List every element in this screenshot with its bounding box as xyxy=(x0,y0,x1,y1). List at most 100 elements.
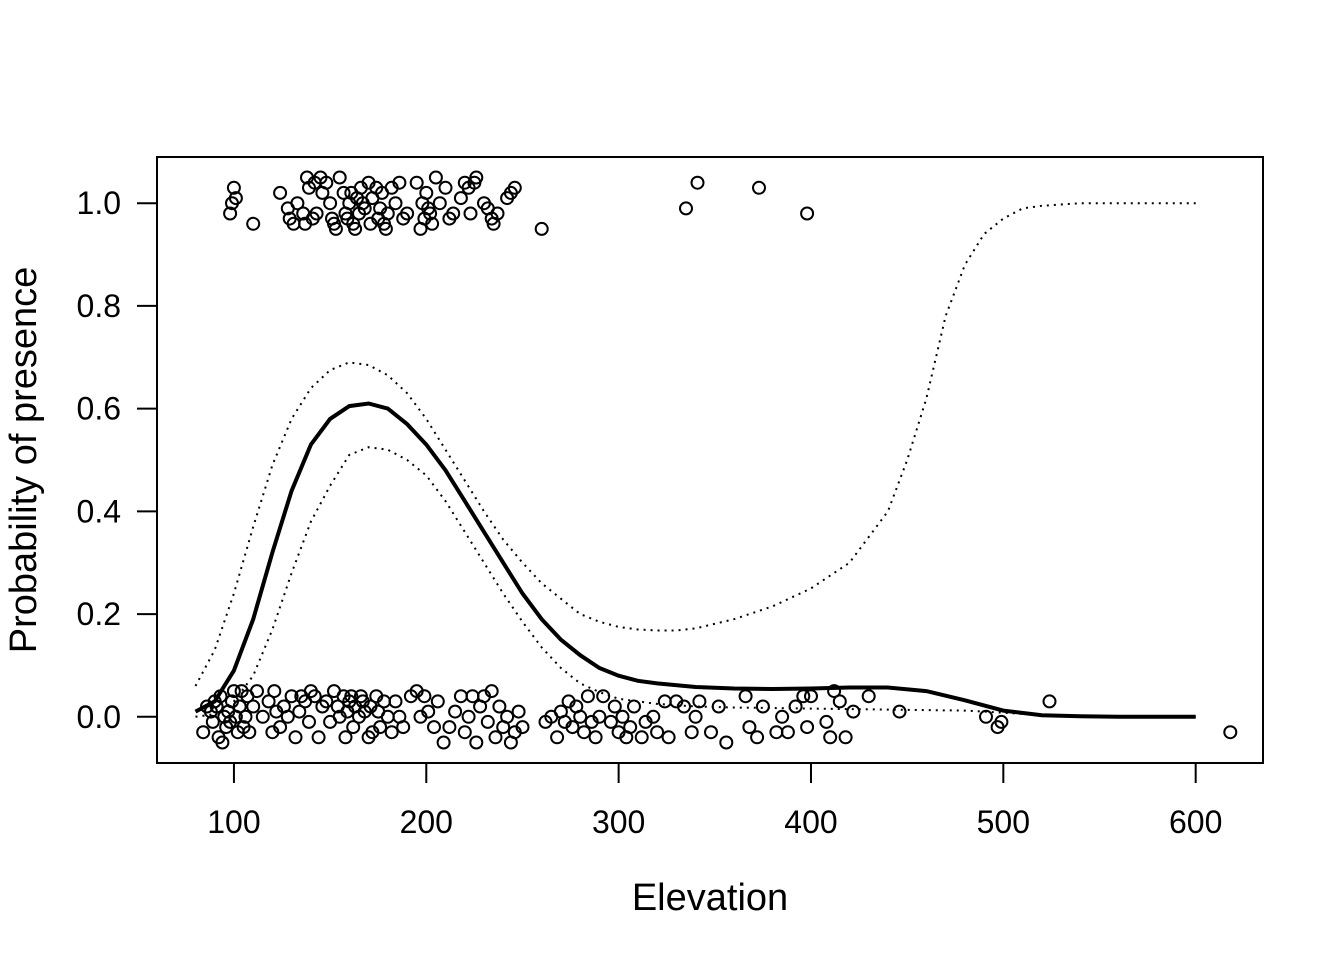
x-tick-label: 400 xyxy=(784,804,837,840)
data-point xyxy=(319,175,334,190)
data-point xyxy=(373,720,388,735)
data-point xyxy=(292,704,307,719)
x-tick-label: 200 xyxy=(400,804,453,840)
data-point xyxy=(490,206,505,221)
data-point xyxy=(488,730,503,745)
data-point xyxy=(832,694,847,709)
data-point xyxy=(511,704,526,719)
data-point xyxy=(453,191,468,206)
data-point xyxy=(290,196,305,211)
y-tick-label: 0.0 xyxy=(77,699,121,735)
data-point xyxy=(580,689,595,704)
data-point xyxy=(302,714,316,729)
data-point xyxy=(679,201,693,216)
data-point xyxy=(311,730,326,745)
data-point xyxy=(338,730,353,745)
x-tick-label: 300 xyxy=(592,804,645,840)
data-point xyxy=(388,694,403,709)
y-tick-label: 1.0 xyxy=(77,185,121,221)
data-point xyxy=(484,684,499,699)
y-tick-label: 0.8 xyxy=(77,288,121,324)
data-point xyxy=(336,185,351,200)
data-point xyxy=(423,206,438,221)
data-point xyxy=(246,699,261,714)
data-point xyxy=(827,684,842,699)
y-axis: 0.0 0.2 0.4 0.6 0.8 1.0 xyxy=(77,185,158,735)
data-point xyxy=(769,725,784,740)
data-point xyxy=(800,206,815,221)
data-point xyxy=(750,730,765,745)
data-point xyxy=(267,684,282,699)
data-point xyxy=(780,725,795,740)
data-point xyxy=(742,720,757,735)
data-point xyxy=(550,730,565,745)
data-point xyxy=(661,730,676,745)
data-point xyxy=(650,725,665,740)
data-point xyxy=(457,725,472,740)
data-point xyxy=(409,175,424,190)
data-point xyxy=(463,206,478,221)
data-point xyxy=(226,180,241,195)
data-point xyxy=(226,684,241,699)
data-point xyxy=(657,694,672,709)
data-point xyxy=(711,699,726,714)
data-point xyxy=(788,699,803,714)
data-point xyxy=(417,689,432,704)
data-point xyxy=(273,185,288,200)
data-point xyxy=(284,689,299,704)
data-point xyxy=(615,709,630,724)
data-point xyxy=(223,206,238,221)
data-point xyxy=(800,720,815,735)
data-point xyxy=(646,709,661,724)
data-point xyxy=(280,709,295,724)
data-point xyxy=(592,709,607,724)
data-point xyxy=(332,170,347,185)
data-point xyxy=(232,699,247,714)
data-point xyxy=(500,709,515,724)
data-point xyxy=(378,221,393,236)
data-point xyxy=(603,714,618,729)
data-point xyxy=(755,699,770,714)
data-point xyxy=(719,735,734,750)
data-point xyxy=(507,180,522,195)
data-point xyxy=(515,720,530,735)
y-axis-label: Probability of presence xyxy=(3,267,45,654)
x-tick-label: 100 xyxy=(207,804,260,840)
data-point xyxy=(430,694,445,709)
data-point xyxy=(205,714,220,729)
data-point xyxy=(752,180,766,195)
data-point xyxy=(623,720,638,735)
data-point xyxy=(738,689,753,704)
data-point xyxy=(846,704,861,719)
data-point xyxy=(1223,725,1238,740)
x-axis: 100 200 300 400 500 600 xyxy=(207,762,1222,840)
data-point xyxy=(273,720,288,735)
data-point xyxy=(492,699,507,714)
plot-frame xyxy=(156,156,1264,764)
data-point xyxy=(804,689,818,704)
data-point xyxy=(596,689,611,704)
x-tick-label: 600 xyxy=(1169,804,1222,840)
data-point xyxy=(461,709,476,724)
data-point xyxy=(442,720,457,735)
ci-upper-line xyxy=(194,202,1196,687)
data-point xyxy=(436,735,451,750)
data-point xyxy=(588,730,603,745)
data-point xyxy=(400,206,415,221)
data-point xyxy=(688,709,703,724)
ci-lower-line xyxy=(195,446,1196,718)
y-tick-label: 0.6 xyxy=(77,391,121,427)
data-point xyxy=(428,170,443,185)
fitted-curve xyxy=(194,401,1196,719)
data-point xyxy=(684,725,699,740)
data-point xyxy=(380,206,395,221)
data-point xyxy=(775,709,790,724)
data-point xyxy=(250,684,264,699)
data-point xyxy=(307,689,322,704)
data-point xyxy=(215,735,230,750)
x-tick-label: 500 xyxy=(977,804,1030,840)
data-point xyxy=(573,709,588,724)
data-point xyxy=(328,221,343,236)
data-point xyxy=(357,201,372,216)
